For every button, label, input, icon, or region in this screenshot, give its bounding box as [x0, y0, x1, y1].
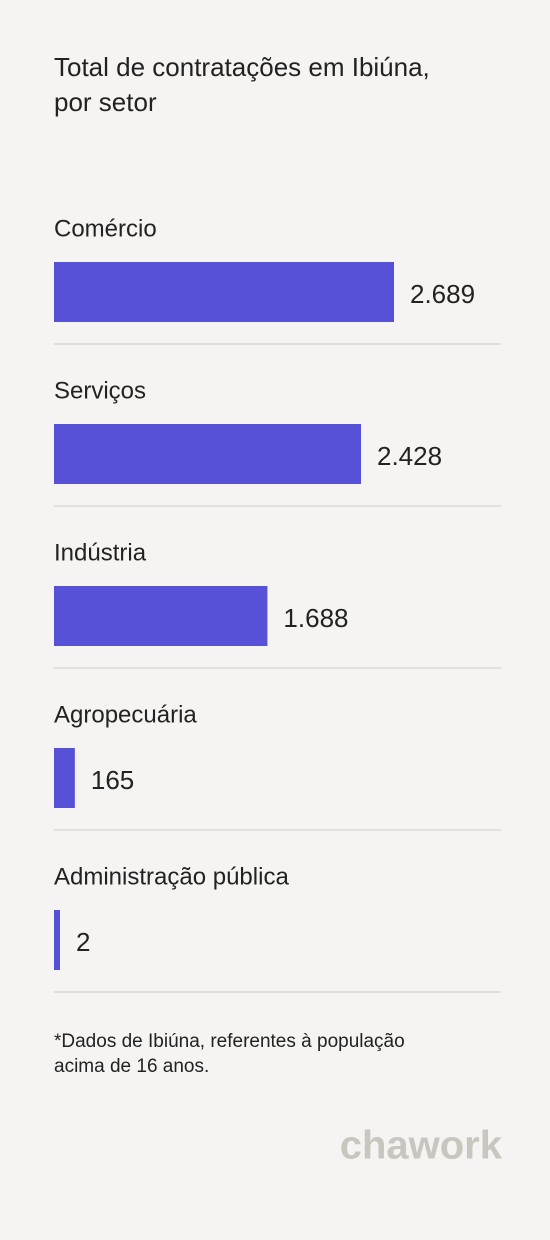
value-label: 2 — [76, 927, 90, 957]
category-label: Serviços — [54, 377, 146, 404]
value-label: 165 — [91, 765, 134, 795]
footnote: *Dados de Ibiúna, referentes à população — [54, 1031, 405, 1052]
category-label: Agropecuária — [54, 701, 197, 728]
footnote: acima de 16 anos. — [54, 1056, 209, 1077]
bar — [54, 910, 60, 970]
brand-logo: chawork — [340, 1124, 503, 1168]
value-label: 2.689 — [410, 279, 475, 309]
value-label: 1.688 — [283, 603, 348, 633]
value-label: 2.428 — [377, 441, 442, 471]
category-label: Indústria — [54, 539, 147, 566]
bar — [54, 262, 394, 322]
chart-subtitle: por setor — [54, 87, 157, 117]
bar — [54, 748, 75, 808]
bar — [54, 586, 268, 646]
category-label: Administração pública — [54, 863, 289, 890]
chart-title: Total de contratações em Ibiúna, — [54, 52, 430, 82]
category-label: Comércio — [54, 215, 157, 242]
bar — [54, 424, 361, 484]
